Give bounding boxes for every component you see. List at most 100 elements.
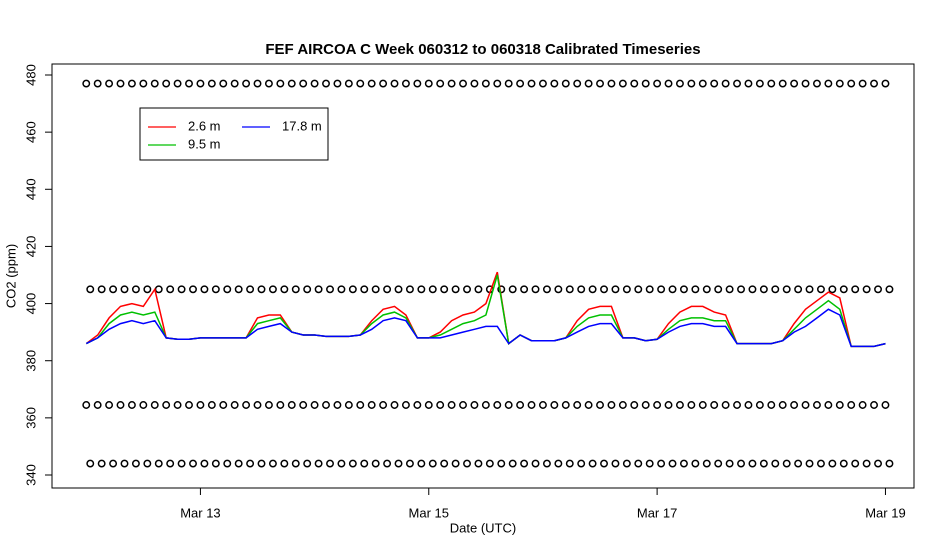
calibration-point	[383, 459, 392, 468]
calibration-point	[687, 79, 696, 88]
calibration-point	[622, 285, 631, 294]
calibration-point	[790, 79, 799, 88]
calibration-point	[634, 285, 643, 294]
calibration-point	[337, 459, 346, 468]
calibration-point	[348, 285, 357, 294]
calibration-point	[440, 285, 449, 294]
calibration-point	[679, 459, 688, 468]
calibration-point	[645, 459, 654, 468]
calibration-point	[424, 401, 433, 409]
calibration-point	[600, 459, 608, 468]
y-axis-label: CO2 (ppm)	[3, 244, 18, 308]
calibration-point	[287, 79, 296, 88]
calibration-point	[383, 285, 392, 294]
calibration-point	[219, 401, 228, 409]
calibration-point	[303, 285, 312, 294]
calibration-point	[390, 401, 399, 409]
y-tick-label: 340	[23, 464, 38, 486]
calibration-point	[86, 459, 95, 468]
calibration-point	[97, 285, 106, 294]
series-line	[85, 271, 886, 348]
calibration-point	[116, 79, 125, 88]
calibration-point	[653, 401, 662, 409]
calibration-point	[874, 459, 882, 468]
calibration-point	[508, 285, 517, 294]
calibration-point	[657, 285, 666, 294]
calibration-point	[230, 401, 239, 409]
calibration-point	[851, 459, 860, 468]
calibration-point	[451, 459, 460, 468]
calibration-point	[691, 459, 700, 468]
calibration-point	[166, 459, 175, 468]
calibration-point	[242, 401, 251, 409]
calibration-point	[276, 79, 285, 88]
x-tick-label: Mar 13	[180, 505, 220, 520]
calibration-point	[360, 459, 369, 468]
calibration-point	[755, 79, 764, 88]
calibration-point	[565, 459, 574, 468]
calibration-point	[596, 79, 604, 88]
calibration-point	[264, 401, 273, 409]
calibration-point	[824, 401, 833, 409]
calibration-point	[401, 401, 410, 409]
y-tick-label: 360	[23, 407, 38, 429]
calibration-point	[828, 459, 837, 468]
calibration-point	[109, 459, 118, 468]
calibration-point	[744, 79, 753, 88]
calibration-point	[474, 459, 483, 468]
calibration-point	[344, 401, 353, 409]
calibration-point	[584, 79, 593, 88]
series-line	[85, 308, 886, 348]
calibration-point	[801, 401, 810, 409]
calibration-point	[607, 401, 616, 409]
calibration-point	[177, 459, 186, 468]
calibration-point	[367, 401, 376, 409]
calibration-point	[394, 459, 403, 468]
calibration-point	[326, 459, 334, 468]
calibration-point	[748, 285, 757, 294]
calibration-point	[737, 285, 745, 294]
calibration-point	[714, 459, 723, 468]
calibration-point	[82, 79, 91, 88]
calibration-point	[93, 401, 102, 409]
x-axis-label: Date (UTC)	[450, 520, 516, 535]
calibration-point	[794, 459, 803, 468]
calibration-point	[778, 401, 787, 409]
calibration-point	[287, 401, 296, 409]
calibration-point	[219, 79, 228, 88]
calibration-point	[858, 79, 867, 88]
calibration-point	[253, 401, 262, 409]
calibration-point	[143, 459, 152, 468]
calibration-point	[166, 285, 175, 294]
calibration-point	[702, 285, 711, 294]
calibration-point	[714, 285, 723, 294]
calibration-point	[93, 79, 102, 88]
x-tick-label: Mar 17	[637, 505, 677, 520]
calibration-point	[379, 401, 388, 409]
calibration-point	[162, 401, 171, 409]
calibration-point	[150, 401, 159, 409]
calibration-point	[276, 401, 285, 409]
calibration-point	[759, 459, 768, 468]
calibration-point	[721, 401, 730, 409]
calibration-point	[268, 459, 277, 468]
calibration-point	[207, 401, 216, 409]
calibration-point	[862, 285, 871, 294]
calibration-point	[542, 459, 551, 468]
calibration-point	[561, 401, 570, 409]
calibration-point	[645, 285, 654, 294]
calibration-point	[82, 401, 91, 409]
calibration-point	[851, 285, 860, 294]
calibration-point	[131, 285, 140, 294]
calibration-point	[588, 459, 597, 468]
calibration-point	[436, 79, 445, 88]
calibration-point	[463, 459, 471, 468]
calibration-point	[150, 79, 159, 88]
y-tick-label: 480	[23, 64, 38, 86]
calibration-point	[173, 401, 182, 409]
calibration-point	[322, 401, 330, 409]
y-tick-label: 440	[23, 178, 38, 200]
calibration-point	[687, 401, 696, 409]
calibration-point	[504, 401, 513, 409]
calibration-point	[143, 285, 152, 294]
